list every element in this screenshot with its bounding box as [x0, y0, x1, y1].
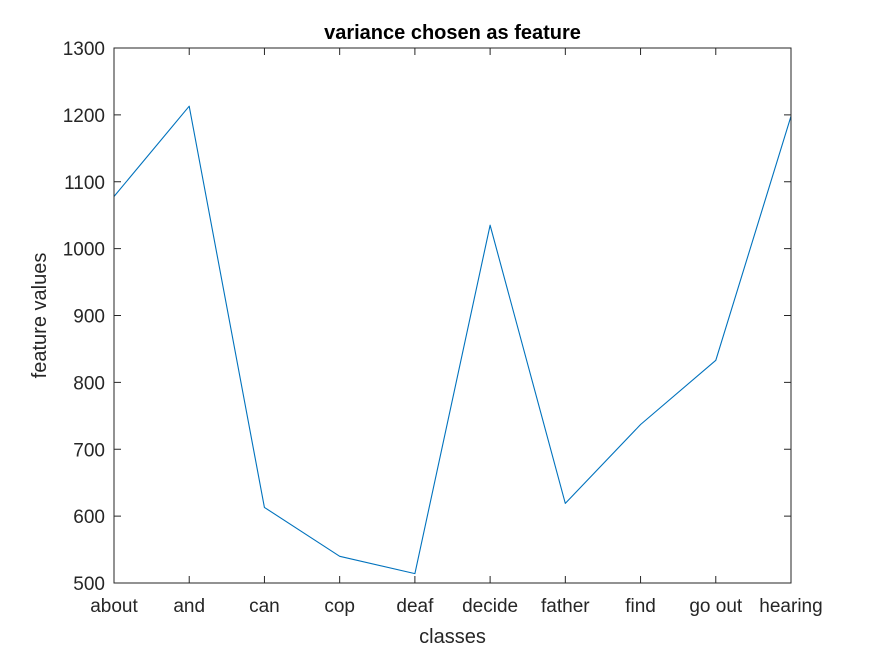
x-axis-label: classes — [419, 626, 486, 648]
y-tick-label: 1000 — [63, 240, 105, 261]
y-tick-label: 1200 — [63, 106, 105, 127]
x-tick-label: about — [90, 596, 138, 617]
series-line — [113, 105, 792, 575]
y-axis-label: feature values — [29, 253, 51, 379]
x-tick-label: father — [541, 596, 590, 617]
x-tick-label: find — [625, 596, 656, 617]
x-tick-labels: about and can cop deaf decide father find go out… — [90, 596, 822, 617]
x-tick-label: decide — [462, 596, 518, 617]
y-tick-label: 900 — [73, 307, 105, 328]
plot-area — [114, 48, 791, 583]
y-tick-label: 600 — [73, 507, 105, 528]
y-tick-label: 500 — [73, 574, 105, 595]
axes-box — [113, 47, 792, 584]
y-tick-label: 1300 — [63, 39, 105, 60]
series-lines — [113, 105, 792, 575]
x-tick-label: can — [249, 596, 280, 617]
x-tick-label: cop — [324, 596, 355, 617]
x-tick-label: deaf — [396, 596, 434, 617]
y-tick-labels: 500 600 700 800 900 1000 1100 1200 1300 — [63, 39, 105, 595]
chart-title: variance chosen as feature — [324, 22, 581, 44]
y-tick-label: 700 — [73, 440, 105, 461]
x-tick-label: go out — [689, 596, 743, 617]
y-tick-label: 1100 — [64, 173, 105, 194]
x-tick-label: hearing — [759, 596, 822, 617]
y-tick-label: 800 — [73, 373, 105, 394]
x-tick-label: and — [173, 596, 205, 617]
